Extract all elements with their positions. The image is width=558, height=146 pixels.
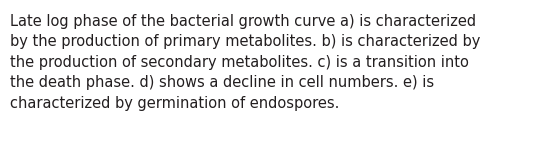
Text: the production of secondary metabolites. c) is a transition into: the production of secondary metabolites.…	[10, 55, 469, 70]
Text: by the production of primary metabolites. b) is characterized by: by the production of primary metabolites…	[10, 34, 480, 49]
Text: the death phase. d) shows a decline in cell numbers. e) is: the death phase. d) shows a decline in c…	[10, 75, 434, 91]
Text: Late log phase of the bacterial growth curve a) is characterized: Late log phase of the bacterial growth c…	[10, 14, 476, 29]
Text: characterized by germination of endospores.: characterized by germination of endospor…	[10, 96, 339, 111]
